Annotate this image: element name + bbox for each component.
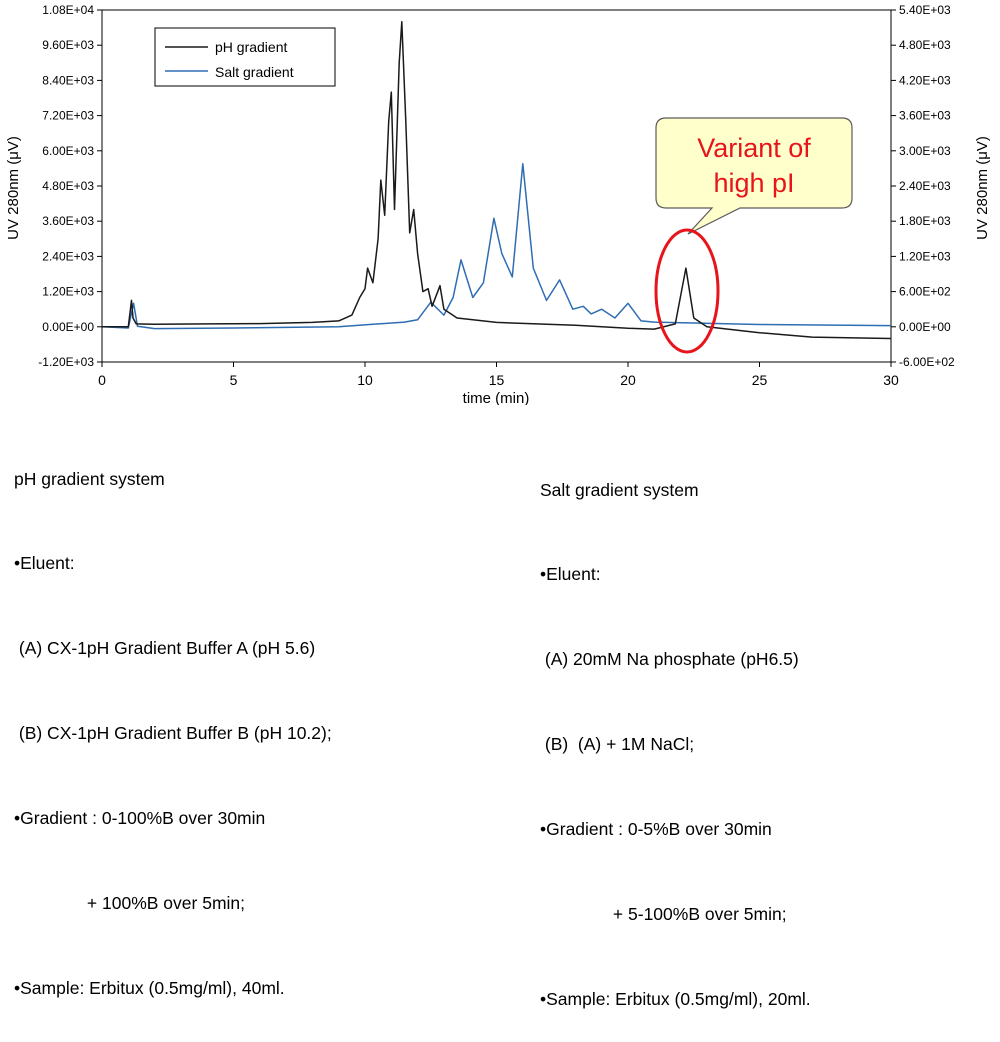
- right-y-tick-label: 0.00E+00: [899, 320, 951, 334]
- ph-notes-line: + 100%B over 5min;: [14, 893, 246, 914]
- x-axis-title: time (min): [463, 390, 530, 405]
- left-y-tick-label: -1.20E+03: [38, 355, 94, 369]
- left-y-tick-label: 2.40E+03: [42, 249, 94, 263]
- ph-notes-line: •Gradient : 0-100%B over 30min: [14, 808, 266, 829]
- right-y-tick-label: 6.00E+02: [899, 285, 951, 299]
- legend: pH gradient Salt gradient: [154, 27, 336, 87]
- salt-gradient-notes: Salt gradient system •Eluent: (A) 20mM N…: [540, 419, 811, 1042]
- salt-notes-line: •Sample: Erbitux (0.5mg/ml), 20ml.: [540, 988, 811, 1009]
- x-tick-label: 0: [98, 372, 106, 388]
- x-tick-label: 30: [883, 372, 899, 388]
- left-y-tick-label: 9.60E+03: [42, 38, 94, 52]
- ph-gradient-notes: pH gradient system •Eluent: (A) CX-1pH G…: [14, 408, 332, 1031]
- legend-label-ph: pH gradient: [215, 39, 287, 55]
- x-tick-label: 25: [752, 372, 768, 388]
- left-y-tick-label: 1.20E+03: [42, 285, 94, 299]
- left-y-tick-label: 7.20E+03: [42, 109, 94, 123]
- left-y-tick-label: 0.00E+00: [42, 320, 94, 334]
- left-y-axis-title: UV 280nm (μV): [5, 136, 22, 240]
- highlight-ellipse: [654, 228, 720, 354]
- right-y-tick-label: 2.40E+03: [899, 179, 951, 193]
- ph-notes-title: pH gradient system: [14, 468, 165, 489]
- callout: Variant of high pI: [654, 117, 853, 354]
- callout-bubble: [655, 117, 853, 235]
- left-y-tick-label: 1.08E+04: [42, 3, 94, 17]
- right-y-axis-title: UV 280nm (μV): [974, 136, 991, 240]
- x-tick-label: 20: [620, 372, 636, 388]
- salt-notes-line: (B) (A) + 1M NaCl;: [540, 734, 695, 755]
- legend-box: [154, 27, 336, 87]
- right-y-tick-label: 5.40E+03: [899, 3, 951, 17]
- x-tick-label: 5: [230, 372, 238, 388]
- right-y-tick-label: 3.60E+03: [899, 109, 951, 123]
- series-layer: [101, 20, 892, 340]
- left-y-tick-label: 6.00E+03: [42, 144, 94, 158]
- callout-text-line2: high pI: [713, 168, 794, 198]
- right-y-axis: -6.00E+02 0.00E+00 6.00E+02 1.20E+03 1.80E+0…: [891, 3, 955, 369]
- left-y-axis: -1.20E+03 0.00E+00 1.20E+03 2.40E+03 3.60E+0…: [38, 3, 102, 369]
- series-line-ph-gradient: [102, 20, 892, 340]
- left-y-tick-label: 8.40E+03: [42, 73, 94, 87]
- salt-notes-line: (A) 20mM Na phosphate (pH6.5): [540, 649, 799, 670]
- ph-notes-line: (A) CX-1pH Gradient Buffer A (pH 5.6): [14, 638, 316, 659]
- ph-notes-line: (B) CX-1pH Gradient Buffer B (pH 10.2);: [14, 723, 332, 744]
- x-axis: 0 5 10 15 20 25 30: [98, 362, 899, 388]
- callout-text-line1: Variant of: [697, 133, 811, 163]
- left-y-tick-label: 4.80E+03: [42, 179, 94, 193]
- salt-notes-line: •Gradient : 0-5%B over 30min: [540, 819, 772, 840]
- x-tick-label: 10: [357, 372, 373, 388]
- right-y-tick-label: -6.00E+02: [899, 355, 955, 369]
- right-y-tick-label: 4.80E+03: [899, 38, 951, 52]
- right-y-tick-label: 3.00E+03: [899, 144, 951, 158]
- salt-notes-line: •Eluent:: [540, 564, 601, 585]
- salt-notes-line: + 5-100%B over 5min;: [540, 904, 787, 925]
- right-y-tick-label: 1.20E+03: [899, 249, 951, 263]
- legend-label-salt: Salt gradient: [215, 64, 294, 80]
- ph-notes-line: •Eluent:: [14, 553, 75, 574]
- chromatogram-chart: 0 5 10 15 20 25 30 -1.20E+03 0.00E+00 1.20E+03 2.…: [5, 3, 991, 405]
- x-tick-label: 15: [489, 372, 505, 388]
- ph-notes-line: •Sample: Erbitux (0.5mg/ml), 40ml.: [14, 977, 285, 998]
- salt-notes-title: Salt gradient system: [540, 479, 699, 500]
- right-y-tick-label: 1.80E+03: [899, 214, 951, 228]
- series-line-salt-gradient: [101, 162, 892, 330]
- right-y-tick-label: 4.20E+03: [899, 73, 951, 87]
- left-y-tick-label: 3.60E+03: [42, 214, 94, 228]
